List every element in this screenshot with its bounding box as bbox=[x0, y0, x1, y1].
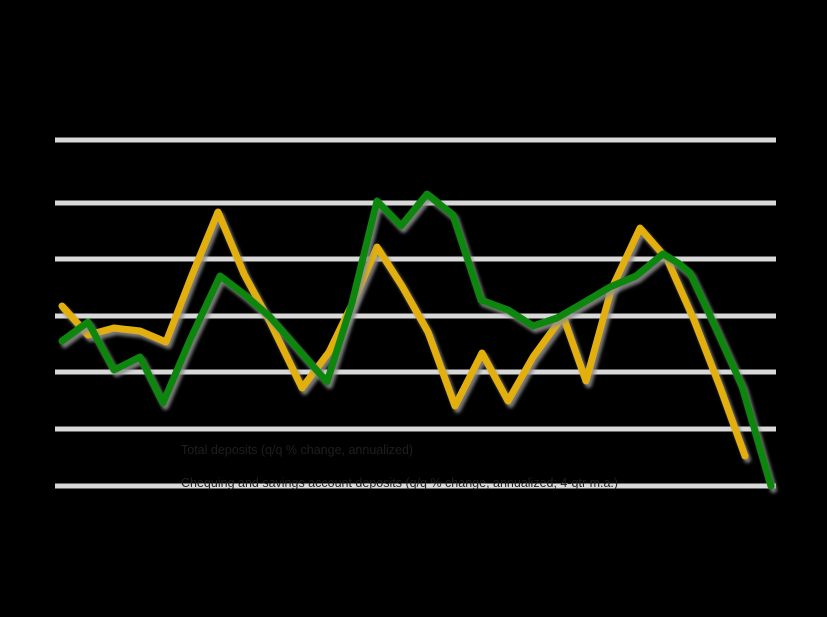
series-lines bbox=[58, 190, 775, 490]
green-series-line bbox=[58, 190, 775, 490]
legend: Total deposits (q/q % change, annualized… bbox=[105, 443, 618, 490]
legend-label-green: Chequing and savings account deposits (q… bbox=[181, 476, 618, 490]
gold-series-line bbox=[58, 208, 749, 460]
legend-label-gold: Total deposits (q/q % change, annualized… bbox=[181, 443, 413, 457]
